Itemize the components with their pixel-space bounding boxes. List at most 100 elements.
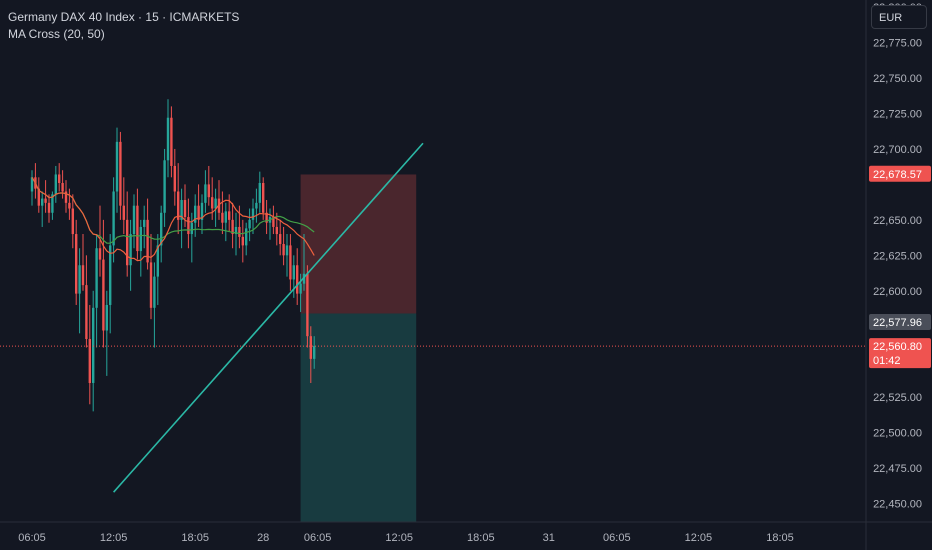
time-tick-label: 12:05 bbox=[385, 532, 413, 544]
current-price-tag: 22,560.80 bbox=[873, 341, 922, 353]
candle-body bbox=[204, 184, 207, 203]
candle-body bbox=[92, 307, 95, 383]
time-tick-label: 06:05 bbox=[304, 532, 332, 544]
time-tick-label: 06:05 bbox=[603, 532, 631, 544]
candle-body bbox=[61, 182, 64, 192]
take-profit-zone bbox=[300, 313, 417, 522]
candle-body bbox=[309, 336, 312, 359]
candle-body bbox=[282, 243, 285, 256]
candle-body bbox=[71, 208, 74, 235]
candle-body bbox=[44, 198, 47, 203]
candle-body bbox=[214, 198, 217, 209]
time-tick-label: 18:05 bbox=[467, 532, 495, 544]
candle-body bbox=[180, 200, 183, 220]
candle-body bbox=[156, 245, 159, 277]
price-axis-bg bbox=[866, 0, 932, 550]
candle-body bbox=[30, 177, 34, 192]
long-position-tool[interactable] bbox=[300, 174, 417, 522]
candle-body bbox=[194, 205, 197, 223]
candle-body bbox=[119, 141, 122, 206]
currency-button[interactable]: EUR bbox=[871, 5, 927, 29]
candle-body bbox=[153, 276, 156, 308]
candle-body bbox=[306, 273, 309, 337]
candle-body bbox=[160, 212, 163, 246]
countdown-label: 01:42 bbox=[873, 355, 901, 367]
candle-body bbox=[170, 117, 173, 166]
candle-body bbox=[98, 248, 102, 260]
candle-body bbox=[54, 174, 57, 195]
indicator-label[interactable]: MA Cross (20, 50) bbox=[8, 27, 105, 41]
candle-body bbox=[112, 191, 115, 246]
candle-body bbox=[109, 245, 112, 305]
entry-price-tag-bg bbox=[869, 313, 931, 330]
candle-body bbox=[211, 197, 214, 209]
ma-20-line bbox=[31, 176, 315, 262]
candle-body bbox=[37, 188, 40, 206]
price-tick-label: 22,475.00 bbox=[873, 463, 922, 475]
candle-body bbox=[200, 202, 204, 220]
candle-body bbox=[139, 226, 142, 252]
price-tags: 22,678.57 22,577.96 22,560.80 01:42 bbox=[869, 165, 931, 369]
time-tick-label: 18:05 bbox=[766, 532, 794, 544]
time-tick-label: 31 bbox=[543, 532, 555, 544]
current-price-tag-bg bbox=[869, 338, 931, 369]
chart-legend: Germany DAX 40 Index · 15 · ICMARKETS MA… bbox=[8, 9, 239, 43]
candle-body bbox=[221, 212, 224, 223]
candle-body bbox=[173, 165, 176, 192]
candle-body bbox=[47, 202, 51, 213]
entry-price-tag: 22,577.96 bbox=[873, 317, 922, 329]
candle-body bbox=[313, 346, 316, 359]
candle-body bbox=[105, 304, 108, 331]
candle-body bbox=[75, 234, 78, 294]
time-tick-label: 28 bbox=[257, 532, 269, 544]
candle-body bbox=[51, 194, 54, 213]
candle-body bbox=[251, 208, 255, 220]
price-tick-label: 22,775.00 bbox=[873, 38, 922, 50]
candle-body bbox=[275, 226, 278, 235]
candle-body bbox=[238, 226, 241, 237]
candle-body bbox=[122, 205, 125, 220]
candle-body bbox=[68, 202, 71, 209]
time-tick-label: 12:05 bbox=[100, 532, 128, 544]
candle-body bbox=[272, 217, 275, 227]
candle-body bbox=[166, 117, 170, 161]
price-tick-label: 22,725.00 bbox=[873, 108, 922, 120]
candle-body bbox=[207, 184, 210, 198]
candle-body bbox=[190, 222, 193, 235]
stop-price-tag: 22,678.57 bbox=[873, 169, 922, 181]
candle-body bbox=[183, 200, 187, 218]
candle-body bbox=[197, 205, 200, 220]
candle-body bbox=[258, 182, 261, 203]
price-tick-label: 22,700.00 bbox=[873, 144, 922, 156]
candle-body bbox=[187, 217, 190, 235]
candle-body bbox=[146, 219, 149, 263]
candle-body bbox=[228, 211, 231, 220]
candle-body bbox=[143, 219, 146, 227]
candle-body bbox=[88, 339, 91, 383]
price-tick-label: 22,650.00 bbox=[873, 215, 922, 227]
trendline-drawing[interactable] bbox=[113, 142, 424, 493]
candle-body bbox=[279, 234, 282, 244]
price-tick-label: 22,600.00 bbox=[873, 286, 922, 298]
candle-body bbox=[41, 198, 44, 206]
candle-body bbox=[132, 205, 136, 235]
candle-body bbox=[296, 265, 299, 294]
candle-body bbox=[102, 259, 105, 331]
candle-body bbox=[302, 273, 306, 284]
candle-body bbox=[289, 245, 292, 280]
candle-body bbox=[241, 236, 244, 246]
price-tick-label: 22,450.00 bbox=[873, 499, 922, 511]
price-tick-label: 22,500.00 bbox=[873, 428, 922, 440]
candle-body bbox=[262, 182, 265, 213]
stop-price-tag-bg bbox=[869, 165, 931, 182]
trendline bbox=[113, 142, 424, 493]
candle-body bbox=[58, 174, 61, 183]
candle-body bbox=[149, 262, 153, 308]
candle-body bbox=[245, 228, 248, 246]
price-tick-label: 22,750.00 bbox=[873, 73, 922, 85]
candle-body bbox=[255, 202, 258, 209]
candle-body bbox=[285, 245, 289, 256]
candle-body bbox=[64, 191, 68, 203]
symbol-title[interactable]: Germany DAX 40 Index · 15 · ICMARKETS bbox=[8, 10, 240, 24]
